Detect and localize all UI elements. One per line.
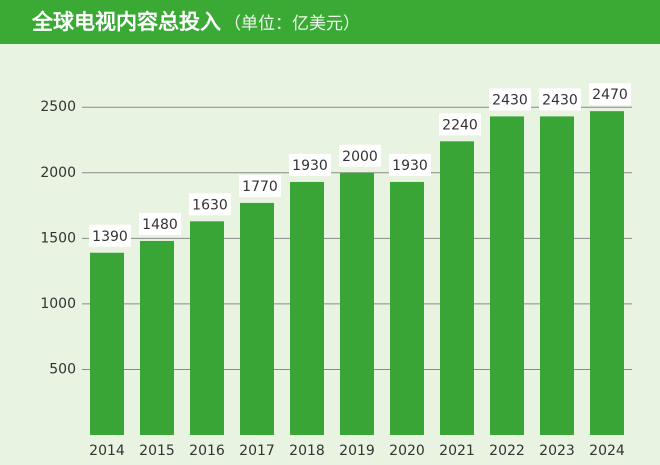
x-tick-label: 2024	[589, 443, 625, 459]
data-label-box	[239, 174, 281, 197]
chart-title: 全球电视内容总投入	[31, 10, 221, 34]
data-label-box	[289, 153, 331, 176]
chart-subtitle: （单位：亿美元）	[224, 14, 360, 34]
data-label: 2470	[592, 87, 628, 103]
bar	[90, 252, 124, 435]
y-tick-label: 1000	[40, 296, 76, 312]
data-label-box	[139, 212, 181, 235]
data-label: 1630	[192, 197, 228, 213]
data-label: 1930	[392, 158, 428, 174]
data-label-box	[339, 144, 381, 167]
data-label-box	[439, 113, 481, 136]
data-label-box	[189, 193, 231, 216]
bar	[440, 141, 474, 436]
x-tick-label: 2014	[89, 443, 125, 459]
data-label: 2430	[492, 92, 528, 108]
data-label-box	[489, 88, 531, 111]
header-bar	[0, 0, 660, 44]
bar	[190, 221, 224, 435]
data-label: 2000	[342, 149, 378, 165]
x-tick-label: 2017	[239, 443, 275, 459]
bar	[540, 116, 574, 436]
bar	[590, 111, 624, 436]
y-tick-label: 1500	[40, 230, 76, 246]
y-tick-label: 500	[49, 361, 76, 377]
data-label: 1930	[292, 158, 328, 174]
bar	[390, 181, 424, 435]
x-tick-label: 2015	[139, 443, 175, 459]
data-label-box	[539, 88, 581, 111]
data-label: 1770	[242, 179, 278, 195]
data-label: 1390	[92, 229, 128, 245]
bar	[240, 202, 274, 435]
data-label-box	[589, 83, 631, 106]
bar	[290, 181, 324, 435]
x-tick-label: 2019	[339, 443, 375, 459]
data-label: 2430	[542, 92, 578, 108]
y-tick-label: 2000	[40, 165, 76, 181]
x-tick-label: 2018	[289, 443, 325, 459]
x-tick-label: 2021	[439, 443, 475, 459]
data-label-box	[89, 224, 131, 247]
data-label: 1480	[142, 217, 178, 233]
x-tick-label: 2016	[189, 443, 225, 459]
x-tick-label: 2023	[539, 443, 575, 459]
bar	[340, 172, 374, 435]
bar	[490, 116, 524, 436]
data-label-box	[389, 153, 431, 176]
x-tick-label: 2020	[389, 443, 425, 459]
y-tick-label: 2500	[40, 99, 76, 115]
data-label: 2240	[442, 117, 478, 133]
bar	[140, 240, 174, 435]
x-tick-label: 2022	[489, 443, 525, 459]
